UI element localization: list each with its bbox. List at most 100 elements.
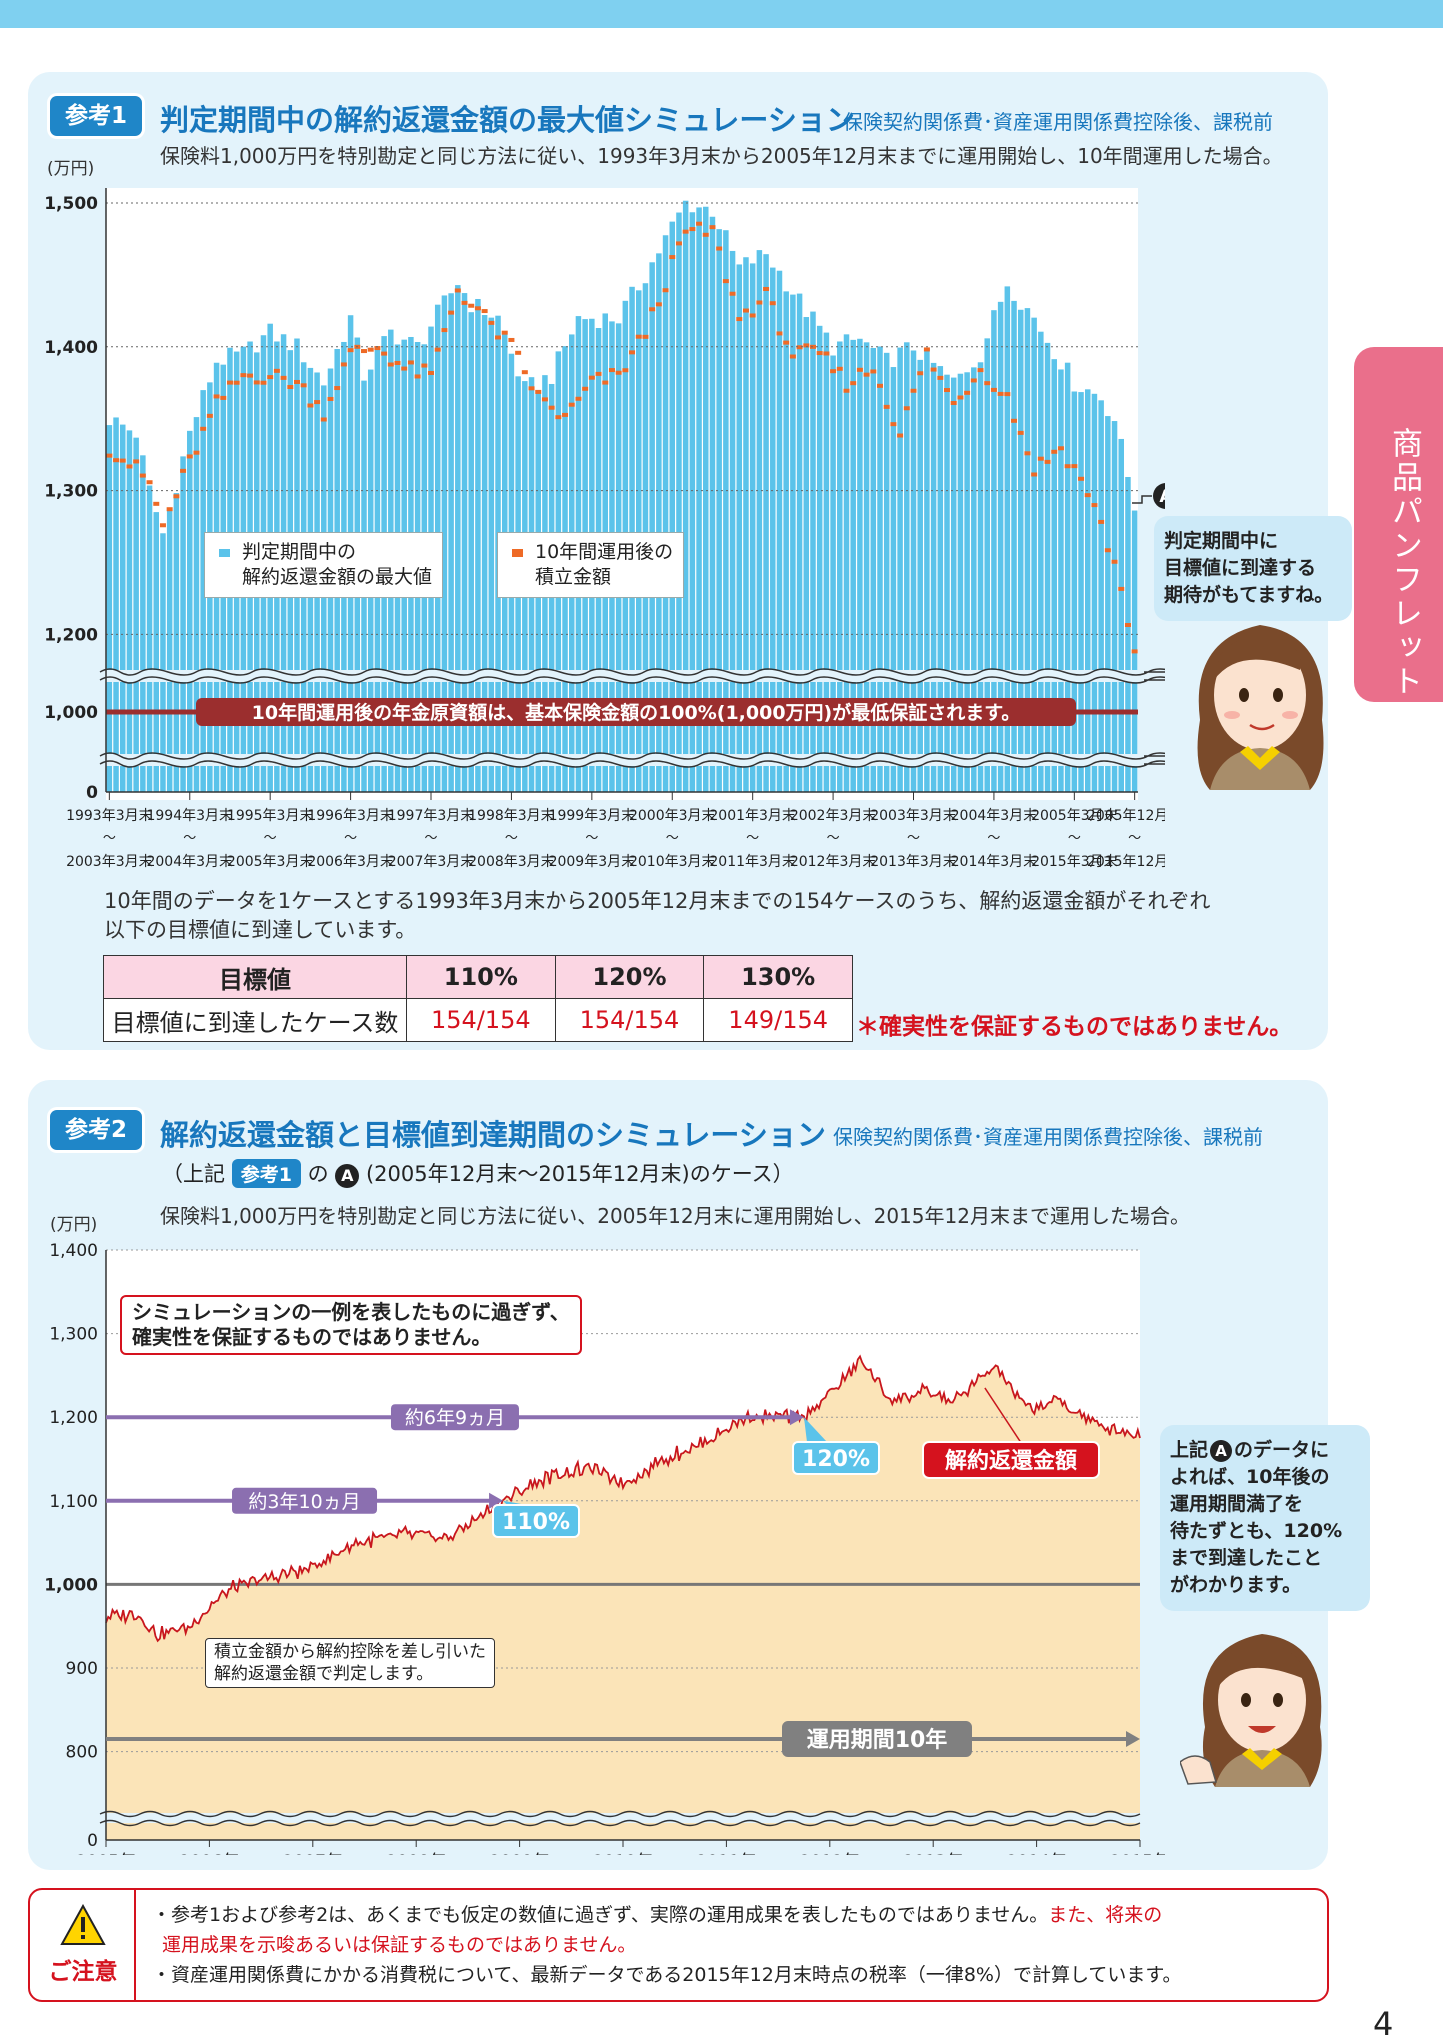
y-tick-label: 0 bbox=[87, 1831, 98, 1851]
bar bbox=[997, 301, 1004, 792]
x-tick-tilde: 〜 bbox=[987, 831, 1000, 846]
bar bbox=[850, 339, 856, 792]
x-tick-label-end: 2005年3月末 bbox=[227, 854, 314, 870]
ref2-sub-mid: の bbox=[307, 1162, 329, 1186]
accumulated-marker bbox=[428, 370, 435, 375]
bar bbox=[180, 456, 186, 792]
accumulated-marker bbox=[126, 464, 133, 469]
accumulated-marker bbox=[260, 380, 267, 385]
marker-a-icon: A bbox=[335, 1164, 360, 1188]
accumulated-marker bbox=[575, 396, 582, 401]
y-tick-label: 1,400 bbox=[49, 1241, 98, 1261]
marker-a-icon: A bbox=[1210, 1440, 1233, 1462]
bar bbox=[133, 437, 139, 792]
label-120-text: 120% bbox=[802, 1447, 870, 1472]
x-tick-label-year: 2011年 bbox=[696, 1852, 756, 1855]
ref1-bubble-line-1: 判定期間中に bbox=[1164, 530, 1279, 552]
bar bbox=[187, 430, 193, 792]
arrow-120-head bbox=[789, 1409, 804, 1426]
accumulated-marker bbox=[555, 415, 562, 420]
caution-box: ご注意 ・参考1および参考2は、あくまでも仮定の数値に過ぎず、実際の運用成果を表… bbox=[28, 1888, 1329, 2002]
bar bbox=[877, 346, 883, 792]
accumulated-marker bbox=[595, 371, 602, 376]
bar bbox=[488, 317, 495, 792]
label-120-pointer bbox=[803, 1417, 827, 1442]
bar bbox=[682, 200, 689, 793]
x-tick-label-year: 2015年 bbox=[1110, 1852, 1165, 1855]
accumulated-marker bbox=[133, 459, 140, 464]
accumulated-marker bbox=[387, 362, 394, 367]
table-cell-110: 154/154 bbox=[406, 998, 556, 1042]
bar bbox=[770, 267, 776, 793]
accumulated-marker bbox=[709, 225, 716, 230]
accumulated-marker bbox=[193, 450, 200, 455]
y-tick-label: 1,500 bbox=[44, 194, 98, 214]
label-120-bg bbox=[792, 1441, 880, 1475]
bar bbox=[904, 342, 910, 792]
accumulated-marker bbox=[461, 300, 468, 305]
accumulated-marker bbox=[689, 227, 696, 232]
accumulated-marker bbox=[180, 468, 187, 473]
accumulated-marker bbox=[1004, 392, 1011, 397]
accumulated-marker bbox=[293, 379, 300, 384]
x-tick-label-year: 2009年 bbox=[489, 1852, 549, 1855]
bar bbox=[475, 298, 481, 792]
caution-label-area: ご注意 bbox=[30, 1890, 136, 2000]
x-tick-label-end: 2004年3月末 bbox=[146, 854, 233, 870]
marker-a-icon bbox=[1153, 483, 1165, 509]
ref2-speech-bubble: 上記 A のデータに よれば、10年後の 運用期間満了を 待たずとも、120% まで… bbox=[1160, 1425, 1370, 1611]
accumulated-marker bbox=[468, 303, 475, 308]
accumulated-marker bbox=[381, 351, 388, 356]
bar bbox=[790, 294, 796, 792]
x-tick-label-end: 2010年3月末 bbox=[629, 854, 716, 870]
accumulated-marker bbox=[957, 395, 964, 400]
accumulated-marker bbox=[843, 388, 850, 393]
bar bbox=[166, 508, 173, 792]
marker-a-leader bbox=[1132, 495, 1152, 504]
accumulated-marker bbox=[495, 335, 502, 340]
x-tick-label-end: 2012年3月末 bbox=[790, 854, 877, 870]
bar bbox=[1078, 392, 1084, 792]
accumulated-marker bbox=[280, 375, 287, 380]
bar bbox=[917, 359, 923, 792]
accumulated-marker bbox=[830, 369, 837, 374]
accumulated-marker bbox=[220, 395, 227, 400]
y-tick-label: 1,000 bbox=[44, 703, 98, 723]
accumulated-marker bbox=[716, 246, 723, 251]
ref2-bubble-line-4: 待たずとも、120% bbox=[1170, 1520, 1343, 1542]
accumulated-marker bbox=[273, 368, 280, 373]
bar bbox=[1017, 309, 1024, 792]
ref2-callout: シミュレーションの一例を表したものに過ぎず、 確実性を保証するものではありません… bbox=[120, 1295, 582, 1355]
accumulated-marker bbox=[803, 343, 810, 348]
legend-label-acc-2: 積立金額 bbox=[535, 566, 612, 588]
accumulated-marker bbox=[159, 523, 166, 528]
bar bbox=[843, 334, 850, 792]
guarantee-label: 10年間運用後の年金原資額は、基本保険金額の100%(1,000万円)が最低保証… bbox=[252, 701, 1021, 724]
x-tick-label-end: 2009年3月末 bbox=[549, 854, 636, 870]
x-tick-label-end: 2014年3月末 bbox=[951, 854, 1038, 870]
bar bbox=[1064, 362, 1071, 792]
accumulated-marker bbox=[320, 417, 327, 422]
x-tick-label-year: 2010年 bbox=[593, 1852, 653, 1855]
break-line-b bbox=[99, 1819, 1141, 1827]
accumulated-marker bbox=[200, 426, 207, 431]
accumulated-marker bbox=[153, 501, 160, 506]
accumulated-marker bbox=[1124, 622, 1131, 627]
accumulated-marker bbox=[890, 422, 897, 427]
x-tick-label-start: 1993年3月末 bbox=[66, 808, 153, 824]
bar bbox=[140, 455, 146, 792]
accumulated-marker bbox=[434, 347, 441, 352]
ref2-area-chart: 1,4001,3001,2001,1001,00090080002005年12月… bbox=[44, 1241, 1165, 1855]
x-tick-label-end: 2003年3月末 bbox=[66, 854, 153, 870]
bar bbox=[656, 253, 662, 792]
accumulated-marker bbox=[568, 402, 575, 407]
bar bbox=[468, 312, 474, 792]
accumulated-marker bbox=[1024, 451, 1031, 456]
y-tick-label: 1,300 bbox=[49, 1325, 98, 1345]
x-tick-tilde: 〜 bbox=[1128, 831, 1141, 846]
x-tick-tilde: 〜 bbox=[505, 831, 518, 846]
accumulated-marker bbox=[883, 404, 890, 409]
accumulated-marker bbox=[722, 279, 729, 284]
bar bbox=[716, 229, 722, 793]
x-tick-label-start: 1997年3月末 bbox=[388, 808, 475, 824]
